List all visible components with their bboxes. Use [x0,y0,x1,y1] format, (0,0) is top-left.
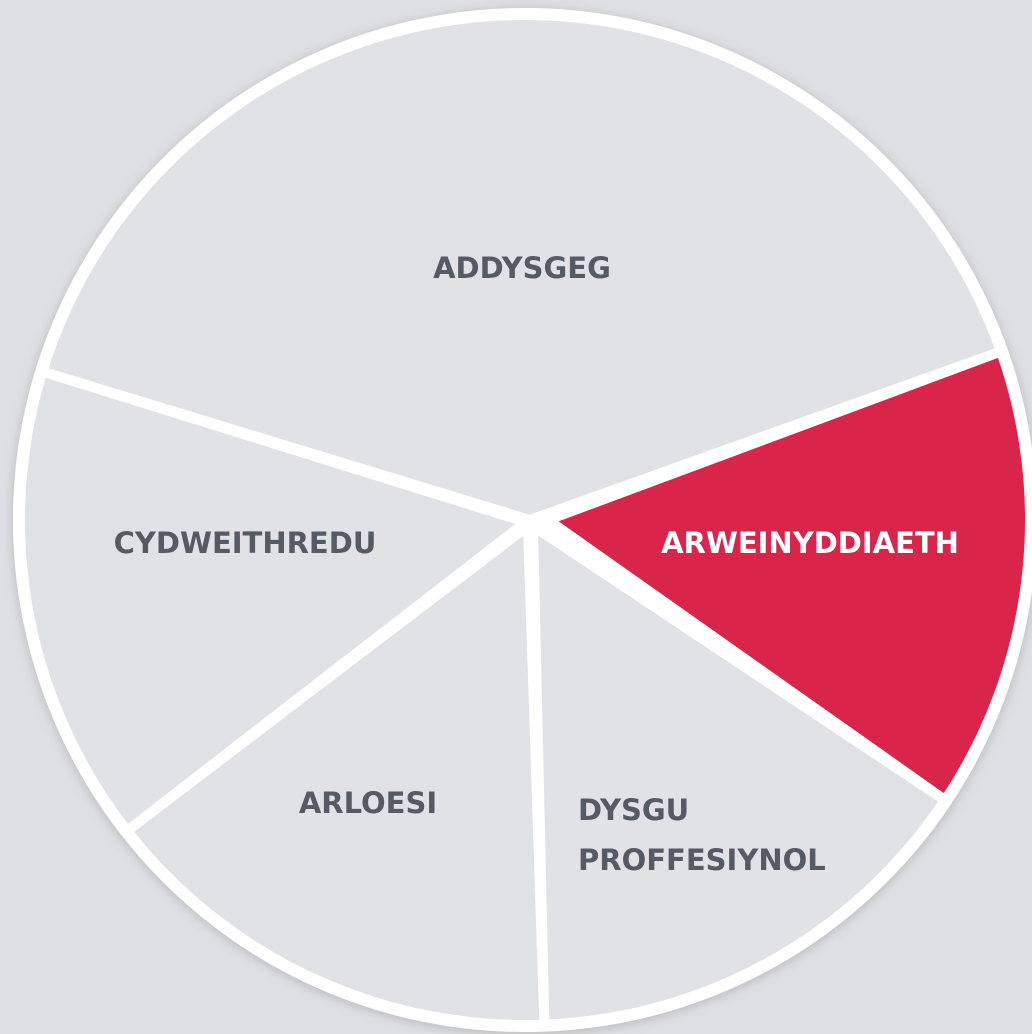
wheel-segment[interactable]: DYSGU PROFFESIYNOL [528,521,951,1030]
segment-shape [15,366,531,836]
segment-shape [528,521,951,1030]
segment-label: DYSGU [578,793,689,827]
segment-label: ARLOESI [299,786,437,820]
wheel-segment[interactable]: ADDYSGEG [37,10,1007,525]
wheel-segment[interactable]: CYDWEITHREDU [15,366,531,836]
segment-label: CYDWEITHREDU [114,526,377,560]
segment-label: PROFFESIYNOL [578,843,826,877]
wheel-segment[interactable]: ARLOESI [122,521,550,1031]
segment-shape [122,521,550,1031]
segment-label: ADDYSGEG [433,251,611,285]
segment-label: ARWEINYDDIAETH [661,526,959,560]
segment-shape [543,346,1032,806]
segment-shape [37,10,1007,525]
wheel-segment[interactable]: ARWEINYDDIAETH [543,346,1032,806]
